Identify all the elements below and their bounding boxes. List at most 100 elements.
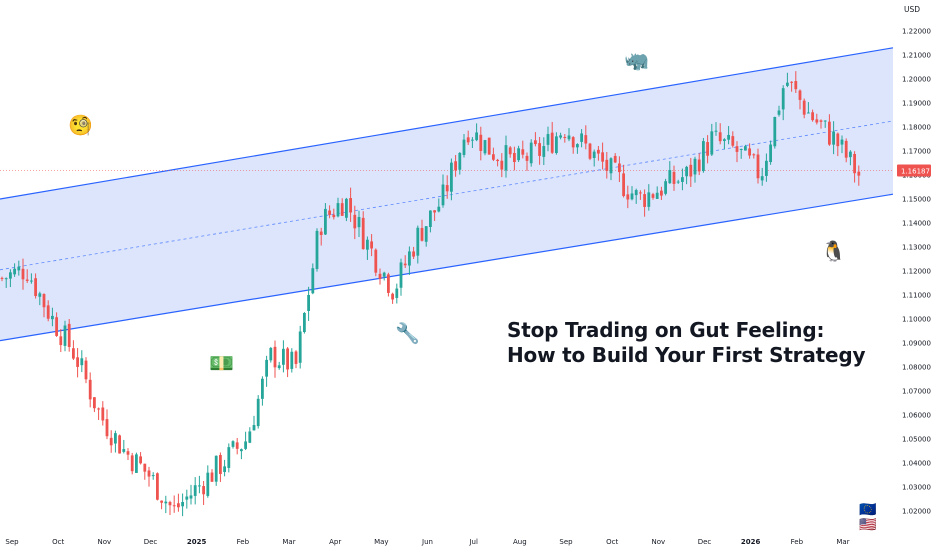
y-tick-label: 1.17000 xyxy=(902,148,931,156)
x-tick-label: 2026 xyxy=(741,538,761,546)
candle-body xyxy=(151,475,155,477)
candle-body xyxy=(660,190,663,196)
candle-body xyxy=(647,192,651,207)
money-icon: 💵 xyxy=(209,351,234,375)
candle-body xyxy=(193,485,197,496)
candle-body xyxy=(25,279,29,281)
candle-body xyxy=(403,263,407,266)
x-tick-label: Jul xyxy=(468,538,478,546)
candle-body xyxy=(38,293,42,297)
candle-body xyxy=(76,357,79,367)
candle-body xyxy=(479,134,483,151)
candle-body xyxy=(769,144,772,163)
candle-body xyxy=(319,231,323,235)
candle-body xyxy=(336,203,340,217)
candle-body xyxy=(765,160,768,176)
candle-body xyxy=(844,140,848,158)
candle-body xyxy=(815,119,819,123)
candle-body xyxy=(160,500,163,503)
candle-body xyxy=(773,116,777,147)
x-tick-label: Sep xyxy=(5,538,19,546)
candle-body xyxy=(744,146,747,151)
y-tick-label: 1.02000 xyxy=(902,508,931,516)
candle-body xyxy=(219,455,222,474)
x-tick-label: Aug xyxy=(513,538,527,546)
candle-body xyxy=(500,160,504,170)
channel-fill xyxy=(0,47,893,341)
candle-body xyxy=(454,161,457,171)
candle-body xyxy=(597,149,600,154)
candle-body xyxy=(756,154,760,179)
candle-body xyxy=(836,133,840,147)
candle-body xyxy=(399,262,403,288)
candle-body xyxy=(727,134,730,140)
headline-line-2: How to Build Your First Strategy xyxy=(507,343,866,367)
candle-body xyxy=(714,130,718,132)
candle-body xyxy=(718,132,722,142)
currency-label: USD xyxy=(904,5,920,14)
candle-body xyxy=(143,463,147,472)
candle-body xyxy=(0,277,4,279)
candle-body xyxy=(634,190,638,196)
eu-flag-icon: 🇪🇺 xyxy=(859,502,877,518)
candle-body xyxy=(391,293,394,300)
candle-body xyxy=(34,278,37,296)
candle-body xyxy=(550,132,554,153)
candle-body xyxy=(277,365,281,369)
candle-body xyxy=(672,171,676,184)
candle-body xyxy=(601,152,604,162)
candle-body xyxy=(214,455,218,482)
x-tick-label: Oct xyxy=(606,538,618,546)
candle-body xyxy=(466,137,470,143)
y-tick-label: 1.08000 xyxy=(902,364,931,372)
candle-body xyxy=(4,278,8,280)
candle-body xyxy=(185,496,189,500)
channel-upper-line xyxy=(0,47,894,200)
candle-body xyxy=(693,158,697,175)
y-tick-label: 1.13000 xyxy=(902,244,931,252)
candle-body xyxy=(529,142,533,164)
candle-body xyxy=(521,149,525,155)
candle-body xyxy=(139,456,142,464)
y-tick-label: 1.03000 xyxy=(902,484,931,492)
candle-body xyxy=(828,121,831,145)
candle-body xyxy=(538,143,541,156)
candle-body xyxy=(130,455,134,472)
channel-median-line xyxy=(0,120,894,271)
candle-body xyxy=(328,210,331,215)
candle-body xyxy=(429,210,432,227)
candle-body xyxy=(853,153,856,174)
candle-body xyxy=(811,112,814,121)
candle-body xyxy=(580,133,583,142)
candle-body xyxy=(655,192,659,199)
candle-body xyxy=(311,268,315,294)
candle-body xyxy=(475,132,478,141)
candle-body xyxy=(290,351,294,369)
candle-body xyxy=(80,358,84,366)
candle-body xyxy=(731,136,735,146)
x-tick-label: Feb xyxy=(791,538,804,546)
x-tick-label: Feb xyxy=(237,538,250,546)
candle-body xyxy=(760,176,764,181)
y-tick-label: 1.14000 xyxy=(902,220,931,228)
candle-body xyxy=(357,216,361,228)
channel-layer xyxy=(0,47,894,342)
candle-body xyxy=(168,502,172,506)
candle-body xyxy=(458,152,462,170)
candle-body xyxy=(819,120,823,122)
candle-body xyxy=(681,177,684,182)
candle-body xyxy=(592,151,596,158)
headline-line-1: Stop Trading on Gut Feeling: xyxy=(507,318,825,342)
candle-body xyxy=(202,486,205,495)
y-tick-label: 1.12000 xyxy=(902,268,931,276)
candle-body xyxy=(588,143,592,159)
candle-body xyxy=(210,472,214,482)
candle-body xyxy=(840,139,844,145)
candle-body xyxy=(189,495,193,499)
candle-body xyxy=(122,449,126,452)
candle-body xyxy=(798,90,802,100)
candle-body xyxy=(156,473,159,500)
last-price-tag-label: 1.16187 xyxy=(901,168,930,176)
candle-body xyxy=(420,227,424,241)
